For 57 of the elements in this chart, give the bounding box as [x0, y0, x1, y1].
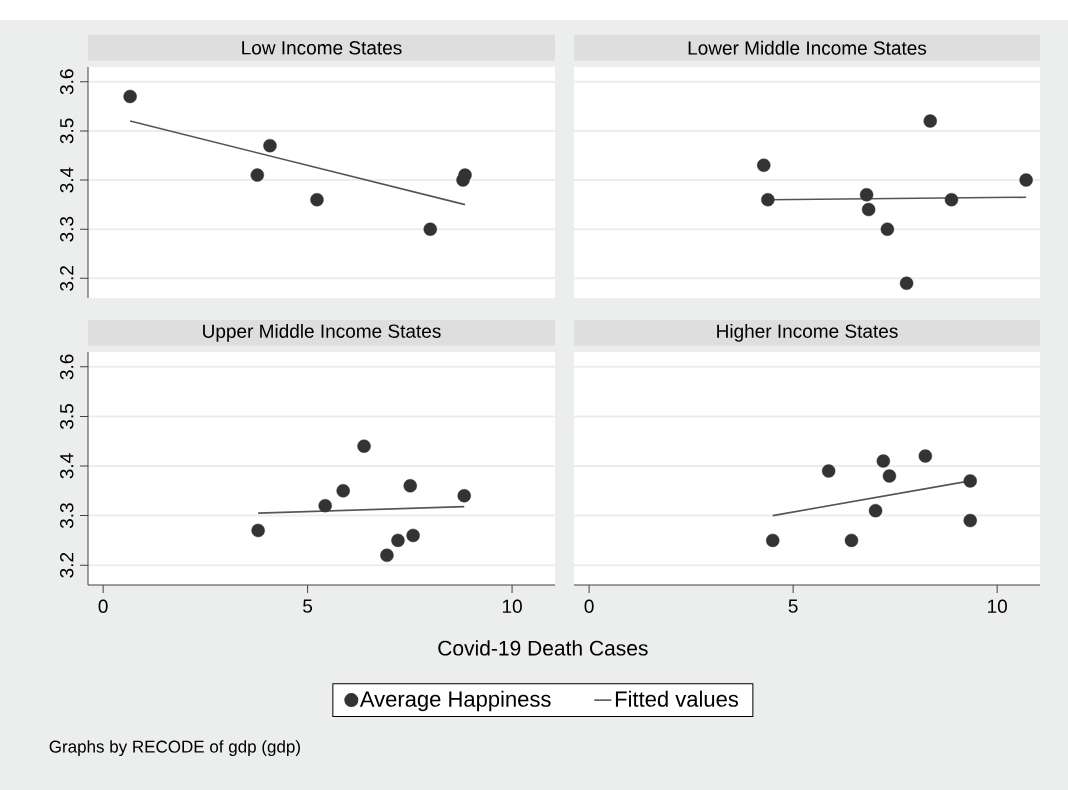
point	[899, 276, 914, 290]
point	[844, 533, 859, 548]
y-tick-label: 3.6	[60, 69, 74, 95]
point	[918, 449, 933, 463]
y-tick-label: 3.5	[60, 118, 74, 144]
point	[423, 222, 437, 236]
y-tick-label: 3.2	[60, 266, 74, 291]
point	[766, 533, 780, 548]
x-axis-title: Covid-19 Death Cases	[438, 640, 648, 656]
point	[761, 192, 775, 207]
x-tick-label: 5	[788, 599, 798, 613]
y-tick-label: 3.3	[60, 216, 74, 242]
point	[380, 548, 394, 562]
y-tick-label: 3.6	[60, 354, 74, 380]
chart-title: Lower Middle Income States	[688, 40, 927, 55]
text: Graphs by RECODE of gdp (gdp)	[49, 740, 300, 757]
chart-title: Upper Middle Income States	[203, 323, 441, 342]
x-tick-label: 0	[584, 599, 594, 613]
x-tick-label: 0	[98, 599, 108, 613]
point	[336, 484, 350, 498]
point	[882, 469, 897, 483]
point	[357, 439, 371, 453]
point	[757, 158, 771, 172]
chart-title: Low Income States	[242, 41, 402, 55]
point	[1019, 173, 1033, 187]
y-tick-label: 3.4	[60, 167, 74, 193]
point	[251, 523, 265, 538]
legend-label: Fitted values	[615, 690, 739, 707]
y-tick-label: 3.5	[60, 404, 74, 429]
point	[310, 192, 324, 207]
x-tick-label: 5	[303, 599, 313, 613]
point	[923, 114, 937, 128]
point	[963, 513, 977, 528]
point	[457, 489, 471, 503]
x-tick-label: 10	[988, 599, 1007, 613]
y-tick-label: 3.2	[60, 552, 74, 578]
point	[821, 464, 836, 478]
point	[458, 168, 472, 182]
legend-label: Average Happiness	[359, 690, 551, 712]
y-tick-label: 3.4	[60, 453, 74, 479]
point	[944, 192, 959, 207]
point	[263, 138, 277, 153]
x-tick-label: 10	[502, 599, 522, 613]
point	[876, 454, 891, 468]
chart-title: Higher Income States	[717, 323, 898, 342]
point	[861, 202, 876, 217]
point	[963, 474, 977, 488]
point	[406, 528, 420, 543]
point	[859, 188, 874, 202]
point	[318, 498, 332, 513]
y-tick-label: 3.3	[60, 503, 74, 529]
point	[123, 89, 137, 104]
point	[391, 533, 405, 548]
point	[880, 222, 895, 236]
point	[250, 168, 264, 182]
point	[403, 479, 417, 493]
point	[868, 503, 883, 518]
